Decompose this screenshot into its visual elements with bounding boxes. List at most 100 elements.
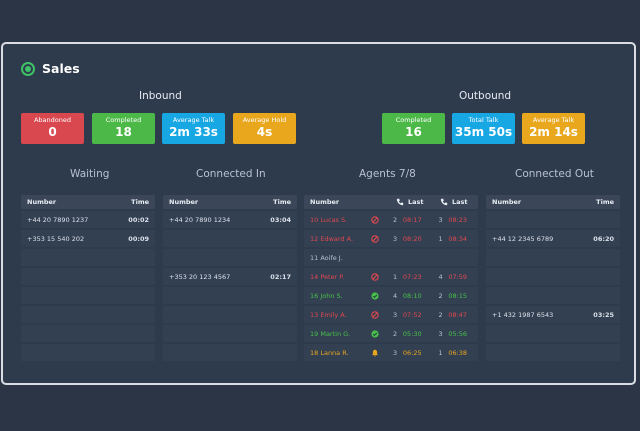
inbound-title: Inbound xyxy=(139,90,182,102)
last-inbound-time: 08:10 xyxy=(402,291,422,300)
stat-value: 18 xyxy=(115,125,132,139)
call-number: +44 12 2345 6789 xyxy=(492,234,554,243)
agent-row[interactable]: 18 Lanna R. 3 06:25 1 06:38 xyxy=(304,344,478,361)
table-row[interactable] xyxy=(21,268,155,285)
agent-row[interactable]: 19 Martin G. 2 05:30 3 05:56 xyxy=(304,325,478,342)
inbound-call-count: 3 xyxy=(393,234,398,243)
table-row[interactable] xyxy=(486,249,620,266)
outbound-call-count: 3 xyxy=(438,215,443,224)
stat-tile: Average Talk 2m 33s xyxy=(162,113,225,144)
stat-value: 0 xyxy=(48,125,57,139)
blocked-icon xyxy=(369,310,381,319)
stat-label: Completed xyxy=(105,116,142,124)
table-row[interactable] xyxy=(163,344,297,361)
agent-name: 13 Emily A. xyxy=(310,310,347,319)
agent-name: 14 Peter P. xyxy=(310,272,345,281)
stat-value: 16 xyxy=(405,125,422,139)
table-row[interactable] xyxy=(21,306,155,323)
connected-in-title: Connected In xyxy=(196,168,266,180)
agent-row[interactable]: 13 Emily A. 3 07:52 2 08:47 xyxy=(304,306,478,323)
agent-row[interactable]: 14 Peter P. 1 07:23 4 07:59 xyxy=(304,268,478,285)
stat-label: Average Talk xyxy=(532,116,575,124)
agent-row[interactable]: 11 Aoife J. xyxy=(304,249,478,266)
table-row[interactable]: +1 432 1987 6543 03:25 xyxy=(486,306,620,323)
table-row[interactable] xyxy=(21,344,155,361)
last-inbound-time: 07:23 xyxy=(402,272,422,281)
last-inbound-time: 05:30 xyxy=(402,329,422,338)
outbound-call-count: 3 xyxy=(438,329,443,338)
table-row[interactable] xyxy=(21,287,155,304)
live-status-icon xyxy=(21,61,35,76)
agent-name: 12 Edward A. xyxy=(310,234,354,243)
last-inbound-time: 08:17 xyxy=(402,215,422,224)
stat-tile: Total Talk 35m 50s xyxy=(452,113,515,144)
agent-row[interactable]: 16 John S. 4 08:10 2 08:15 xyxy=(304,287,478,304)
agent-name: 11 Aoife J. xyxy=(310,253,343,262)
table-header: Number Time xyxy=(486,195,620,209)
call-duration: 02:17 xyxy=(270,272,291,281)
table-row[interactable]: +353 15 540 202 00:09 xyxy=(21,230,155,247)
outbound-call-count: 2 xyxy=(438,291,443,300)
inbound-call-count: 3 xyxy=(393,310,398,319)
connected-out-table: Number Time +44 12 2345 6789 06:20 +1 432 19… xyxy=(486,195,620,361)
last-outbound-time: 08:34 xyxy=(448,234,468,243)
stat-label: Abandoned xyxy=(33,116,72,124)
agents-table: Number Last Last 10 Lucas S. 2 08:17 3 08:23 12 … xyxy=(304,195,478,361)
check-icon xyxy=(369,329,381,338)
check-icon xyxy=(369,291,381,300)
table-row[interactable] xyxy=(486,211,620,228)
agent-name: 18 Lanna R. xyxy=(310,348,349,357)
call-duration: 06:20 xyxy=(593,234,614,243)
stat-tile: Completed 16 xyxy=(382,113,445,144)
stat-label: Completed xyxy=(395,116,432,124)
stat-tile: Average Talk 2m 14s xyxy=(522,113,585,144)
table-row[interactable] xyxy=(163,249,297,266)
title-row: Sales xyxy=(21,61,80,76)
phone-icon xyxy=(396,198,404,206)
header-time: Time xyxy=(273,198,291,206)
connected-in-table: Number Time +44 20 7890 1234 03:04 +353 20 1… xyxy=(163,195,297,361)
table-row[interactable] xyxy=(486,325,620,342)
last-outbound-time: 06:38 xyxy=(448,348,468,357)
table-row[interactable] xyxy=(163,287,297,304)
inbound-call-count: 2 xyxy=(393,215,398,224)
last-inbound-time: 06:25 xyxy=(402,348,422,357)
blocked-icon xyxy=(369,215,381,224)
stat-tile: Average Hold 4s xyxy=(233,113,296,144)
table-header: Number Time xyxy=(21,195,155,209)
stat-label: Average Hold xyxy=(242,116,287,124)
table-row[interactable]: +44 20 7890 1234 03:04 xyxy=(163,211,297,228)
agent-row[interactable]: 12 Edward A. 3 08:20 1 08:34 xyxy=(304,230,478,247)
outbound-call-count: 4 xyxy=(438,272,443,281)
blocked-icon xyxy=(369,272,381,281)
last-outbound-time: 08:15 xyxy=(448,291,468,300)
header-time: Time xyxy=(131,198,149,206)
outbound-call-count: 1 xyxy=(438,234,443,243)
stat-value: 35m 50s xyxy=(454,125,513,139)
stat-value: 2m 14s xyxy=(529,125,578,139)
stat-value: 4s xyxy=(256,125,273,139)
header-number: Number xyxy=(27,198,57,206)
table-row[interactable]: +44 20 7890 1237 00:02 xyxy=(21,211,155,228)
header-number: Number xyxy=(169,198,199,206)
table-row[interactable] xyxy=(163,230,297,247)
last-outbound-time: 07:59 xyxy=(448,272,468,281)
agent-row[interactable]: 10 Lucas S. 2 08:17 3 08:23 xyxy=(304,211,478,228)
table-row[interactable] xyxy=(163,306,297,323)
stat-label: Total Talk xyxy=(468,116,499,124)
table-row[interactable] xyxy=(486,268,620,285)
table-row[interactable]: +353 20 123 4567 02:17 xyxy=(163,268,297,285)
call-duration: 03:04 xyxy=(270,215,291,224)
table-row[interactable] xyxy=(486,344,620,361)
header-last-outbound: Last xyxy=(452,198,468,206)
table-row[interactable]: +44 12 2345 6789 06:20 xyxy=(486,230,620,247)
connected-out-title: Connected Out xyxy=(515,168,594,180)
table-row[interactable] xyxy=(21,249,155,266)
last-outbound-time: 08:23 xyxy=(448,215,468,224)
table-row[interactable] xyxy=(163,325,297,342)
table-row[interactable] xyxy=(486,287,620,304)
stat-value: 2m 33s xyxy=(169,125,218,139)
inbound-call-count: 4 xyxy=(393,291,398,300)
table-row[interactable] xyxy=(21,325,155,342)
header-time: Time xyxy=(596,198,614,206)
